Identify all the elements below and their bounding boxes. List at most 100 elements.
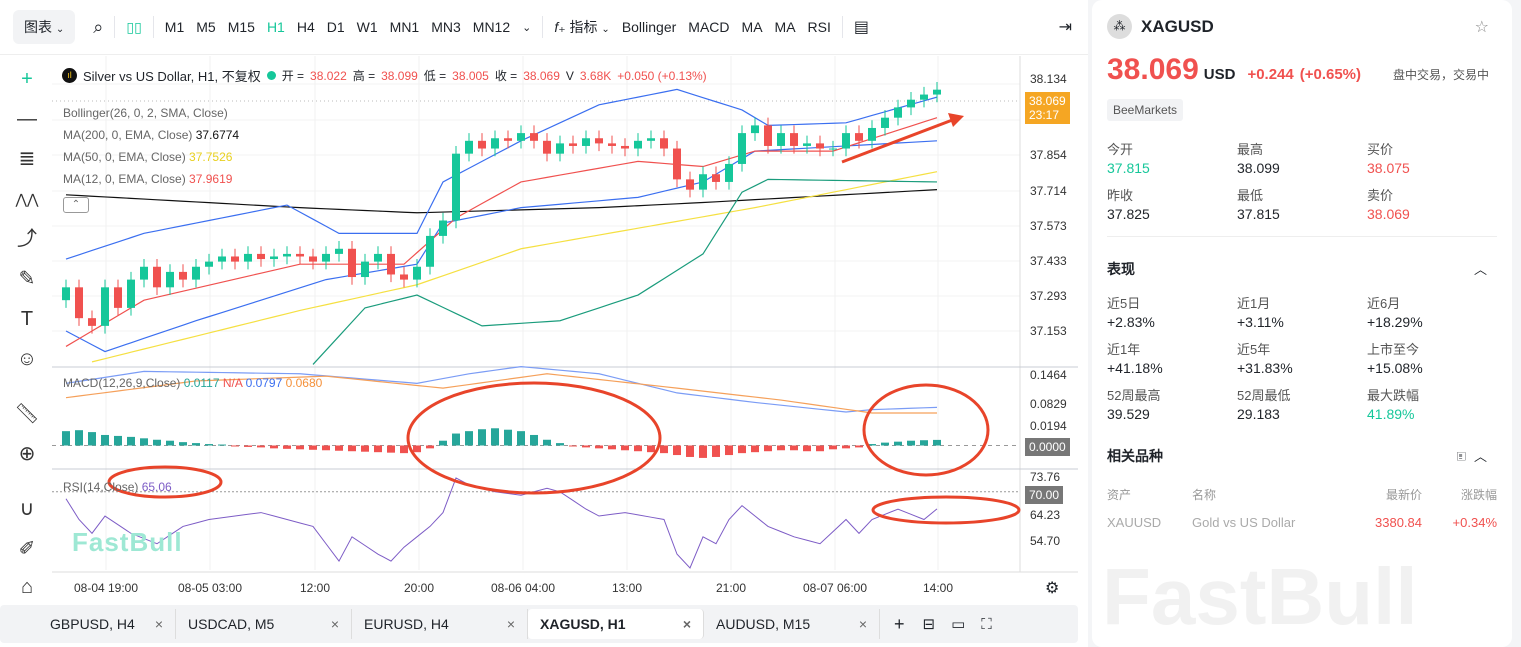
favorite-star-icon[interactable]: ☆ <box>1474 18 1489 36</box>
bar-countdown: 23:17 <box>1029 108 1060 122</box>
collapse-panel-icon[interactable]: ⇥ <box>1058 19 1072 36</box>
ruler-icon[interactable]: 📏︎ <box>14 403 40 425</box>
tab-gbpusd[interactable]: GBPUSD, H4 × <box>0 609 176 639</box>
macd-histogram-bar <box>75 430 83 446</box>
candle-body <box>673 148 681 180</box>
macd-legend[interactable]: MACD(12,26,9,Close) 0.0117 N/A 0.0797 0.… <box>63 376 322 390</box>
indicator-macd[interactable]: MACD <box>688 19 730 35</box>
performance-item: 52周最高 39.529 <box>1107 385 1237 422</box>
layout-icon[interactable]: ⊟ <box>922 616 936 633</box>
rsi-label: RSI(14,Close) <box>63 480 139 494</box>
macd-histogram-bar <box>491 428 499 446</box>
pattern-tool-icon[interactable]: ⋀⋀ <box>15 191 39 207</box>
timeframe-m5[interactable]: M5 <box>196 19 216 35</box>
fib-tool-icon[interactable]: ⤴ <box>17 228 37 250</box>
timeframe-w1[interactable]: W1 <box>356 19 378 35</box>
crosshair-icon[interactable]: + <box>21 68 33 90</box>
lock-icon[interactable]: ⌂ <box>20 576 34 598</box>
zoom-in-icon[interactable]: ⊕ <box>18 443 36 465</box>
volume-value: 3.68K <box>579 68 612 83</box>
candle-body <box>296 253 304 257</box>
channel-tool-icon[interactable]: ≣ <box>18 148 36 170</box>
template-icon[interactable]: ▤ <box>853 19 869 36</box>
text-tool-icon[interactable]: T <box>20 308 34 330</box>
close-icon[interactable]: × <box>330 616 339 632</box>
candle-body <box>413 266 421 280</box>
stat-item: 昨收 37.825 <box>1107 185 1237 222</box>
timeframe-h4[interactable]: H4 <box>296 19 315 35</box>
tab-audusd[interactable]: AUDUSD, M15 × <box>704 609 880 639</box>
indicator-ma[interactable]: MA <box>741 19 763 35</box>
open-value: 38.022 <box>310 68 347 83</box>
stat-label: 买价 <box>1367 142 1394 157</box>
macd-histogram-bar <box>296 445 304 450</box>
candle-body <box>634 140 642 149</box>
line-tool-icon[interactable]: — <box>17 108 37 130</box>
timeframe-mn3[interactable]: MN3 <box>431 19 461 35</box>
magnet-icon[interactable]: ∪ <box>19 498 35 520</box>
timeframe-m15[interactable]: M15 <box>227 19 255 35</box>
close-icon[interactable]: × <box>858 616 867 632</box>
macd-histogram-bar <box>348 445 356 452</box>
timeframe-m1[interactable]: M1 <box>164 19 185 35</box>
ma50-legend[interactable]: MA(50, 0, EMA, Close) 37.7526 <box>63 150 232 164</box>
chevron-down-icon[interactable]: ⌄ <box>522 21 532 34</box>
stat-item: 卖价 38.069 <box>1367 185 1497 222</box>
brush-icon[interactable]: ✎ <box>18 268 36 290</box>
macd-label: MACD(12,26,9,Close) <box>63 376 181 390</box>
macd-hist-value: 0.0117 <box>183 376 220 390</box>
timeframe-d1[interactable]: D1 <box>326 19 345 35</box>
related-row[interactable]: XAUUSD Gold vs US Dollar 3380.84 +0.34% <box>1107 515 1497 530</box>
rsi-legend[interactable]: RSI(14,Close) 65.06 <box>63 480 172 494</box>
macd-histogram-bar <box>413 445 421 453</box>
fullscreen-icon[interactable]: ⛶ <box>981 615 992 633</box>
macd-histogram-bar <box>374 445 382 453</box>
candle-body <box>179 271 187 280</box>
search-icon[interactable]: ⌕ <box>93 16 104 37</box>
add-tab-icon[interactable]: + <box>894 613 905 634</box>
tab-usdcad[interactable]: USDCAD, M5 × <box>176 609 352 639</box>
candle-body <box>803 143 811 146</box>
timeframe-mn12[interactable]: MN12 <box>472 19 511 35</box>
timeframe-h1[interactable]: H1 <box>266 19 285 35</box>
rsi-tick: 73.76 <box>1030 470 1061 484</box>
indicator-ma-2[interactable]: MA <box>774 19 796 35</box>
window-icon[interactable]: ▭ <box>951 616 966 633</box>
candlestick-type-icon[interactable]: ▯▯ <box>126 18 142 35</box>
candle-body <box>491 138 499 149</box>
tab-xagusd[interactable]: XAGUSD, H1 × <box>528 609 704 639</box>
chevron-up-icon[interactable]: ︿ <box>1473 262 1487 277</box>
chart-menu-button[interactable]: 图表 ⌄ <box>13 10 76 44</box>
performance-value: +41.18% <box>1107 360 1163 376</box>
macd-histogram-bar <box>478 429 486 446</box>
stat-label: 最高 <box>1237 142 1264 157</box>
price-chart[interactable] <box>0 0 1088 605</box>
tab-eurusd[interactable]: EURUSD, H4 × <box>352 609 528 639</box>
bollinger-legend[interactable]: Bollinger(26, 0, 2, SMA, Close) <box>63 106 228 120</box>
candle-body <box>101 287 109 326</box>
candle-body <box>361 261 369 278</box>
settings-gear-icon[interactable]: ⚙ <box>1045 580 1060 597</box>
candle-body <box>75 287 83 319</box>
indicator-bollinger[interactable]: Bollinger <box>621 19 677 35</box>
chevron-up-icon[interactable]: ︿ <box>1473 449 1487 464</box>
emoji-icon[interactable]: ☺ <box>16 348 38 370</box>
note-icon[interactable]: 🗉 <box>1456 449 1466 464</box>
ma200-legend[interactable]: MA(200, 0, EMA, Close) 37.6774 <box>63 128 239 142</box>
indicator-button[interactable]: f₊ 指标 ⌄ <box>554 19 610 35</box>
annotation-arrowhead <box>948 113 964 127</box>
close-icon[interactable]: × <box>154 616 163 632</box>
ma12-legend[interactable]: MA(12, 0, EMA, Close) 37.9619 <box>63 172 232 186</box>
ma200-line <box>65 189 938 214</box>
macd-histogram-bar <box>192 443 200 446</box>
close-icon[interactable]: × <box>506 616 515 632</box>
close-icon[interactable]: × <box>682 616 691 632</box>
candle-body <box>725 163 733 182</box>
timeframe-mn1[interactable]: MN1 <box>389 19 420 35</box>
candle-body <box>335 248 343 254</box>
annotation-ellipse <box>862 383 990 477</box>
collapse-legend-button[interactable]: ⌃ <box>63 197 89 213</box>
divider <box>841 16 843 38</box>
indicator-rsi[interactable]: RSI <box>807 19 831 35</box>
lock-drawing-icon[interactable]: ✐ <box>18 538 36 560</box>
